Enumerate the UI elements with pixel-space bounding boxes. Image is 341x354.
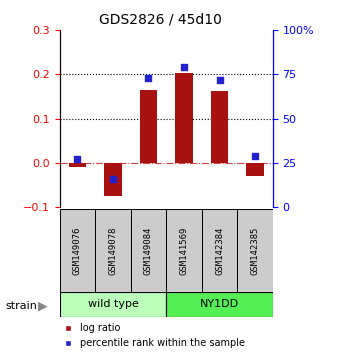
Text: strain: strain: [5, 301, 37, 311]
Bar: [237, 209, 273, 292]
Text: GSM141569: GSM141569: [179, 226, 189, 275]
Bar: [69, 163, 86, 167]
Point: [75, 156, 80, 162]
Text: NY1DD: NY1DD: [200, 299, 239, 309]
Text: GSM142385: GSM142385: [251, 226, 260, 275]
Bar: [202, 209, 237, 292]
Text: GSM149084: GSM149084: [144, 226, 153, 275]
Point: [217, 77, 222, 82]
Point: [181, 64, 187, 70]
Bar: [95, 209, 131, 292]
Bar: [166, 209, 202, 292]
Bar: [60, 292, 166, 317]
Legend: log ratio, percentile rank within the sample: log ratio, percentile rank within the sa…: [64, 324, 245, 348]
Text: ▶: ▶: [38, 300, 47, 313]
Point: [146, 75, 151, 81]
Bar: [175, 73, 193, 163]
Bar: [246, 163, 264, 176]
Bar: [131, 209, 166, 292]
Text: GDS2826 / 45d10: GDS2826 / 45d10: [99, 12, 222, 27]
Bar: [104, 163, 122, 196]
Text: wild type: wild type: [88, 299, 138, 309]
Bar: [139, 90, 157, 163]
Text: GSM149078: GSM149078: [108, 226, 117, 275]
Bar: [211, 91, 228, 163]
Text: GSM149076: GSM149076: [73, 226, 82, 275]
Bar: [166, 292, 273, 317]
Point: [110, 176, 116, 182]
Text: GSM142384: GSM142384: [215, 226, 224, 275]
Bar: [60, 209, 95, 292]
Point: [252, 153, 258, 159]
